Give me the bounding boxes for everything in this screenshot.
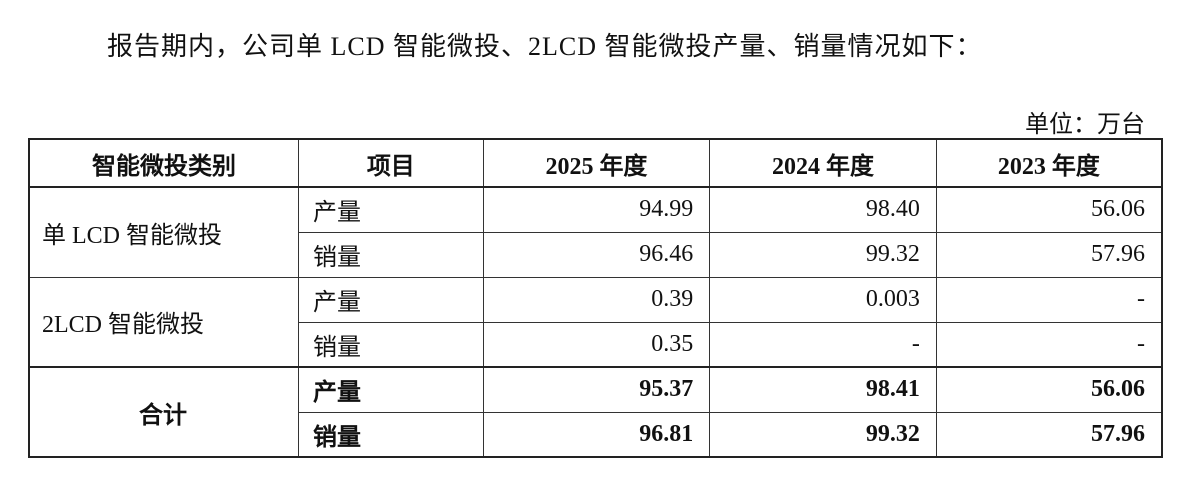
value-cell: 57.96 [935,231,1163,278]
value-cell: 56.06 [935,366,1163,413]
value-cell: 0.39 [482,276,711,323]
value-cell: 99.32 [709,411,937,458]
item-cell: 销量 [298,321,484,368]
category-cell: 合计 [28,366,299,458]
value-cell: 96.46 [482,231,711,278]
table-body: 单 LCD 智能微投 产量 94.99 98.40 56.06 销量 96.46 99.32 5… [28,186,1163,458]
value-cell: 98.40 [709,186,937,233]
category-cell: 单 LCD 智能微投 [28,186,299,278]
value-cell: 0.35 [482,321,711,368]
value-cell: 95.37 [482,366,711,413]
value-cell: 0.003 [709,276,937,323]
category-cell: 2LCD 智能微投 [28,276,299,368]
table-row: 合计 产量 95.37 98.41 56.06 [28,366,1163,458]
table-row: 单 LCD 智能微投 产量 94.99 98.40 56.06 [28,186,1163,278]
header-cell: 智能微投类别 [28,138,299,188]
header-cell: 项目 [298,138,484,188]
value-cell: 94.99 [482,186,711,233]
value-cell: - [935,276,1163,323]
table-row: 2LCD 智能微投 产量 0.39 0.003- [28,276,1163,368]
table-row: 销量 96.81 99.32 57.96 [29,411,1163,458]
unit-label: 单位：万台 [1025,112,1145,138]
item-cell: 销量 [298,231,484,278]
value-cell: - [935,321,1163,368]
value-cell: 99.32 [709,231,937,278]
value-cell: - [709,321,937,368]
item-cell: 产量 [298,366,484,413]
value-cell: 98.41 [709,366,937,413]
header-cell: 2023 年度 [935,138,1163,188]
header-cell: 2025 年度 [482,138,711,188]
value-cell: 57.96 [935,411,1163,458]
production-table: 智能微投类别 项目 2025 年度 2024 年度 2023 年度 单 LCD 智能微投… [28,138,1163,458]
header-cell: 2024 年度 [709,138,937,188]
item-cell: 产量 [298,276,484,323]
value-cell: 56.06 [935,186,1163,233]
item-cell: 产量 [298,186,484,233]
item-cell: 销量 [298,411,484,458]
header-row: 智能微投类别 项目 2025 年度 2024 年度 2023 年度 [28,138,1163,188]
intro-text: 报告期内，公司单 LCD 智能微投、2LCD 智能微投产量、销量情况如下： [107,32,983,61]
value-cell: 96.81 [482,411,711,458]
